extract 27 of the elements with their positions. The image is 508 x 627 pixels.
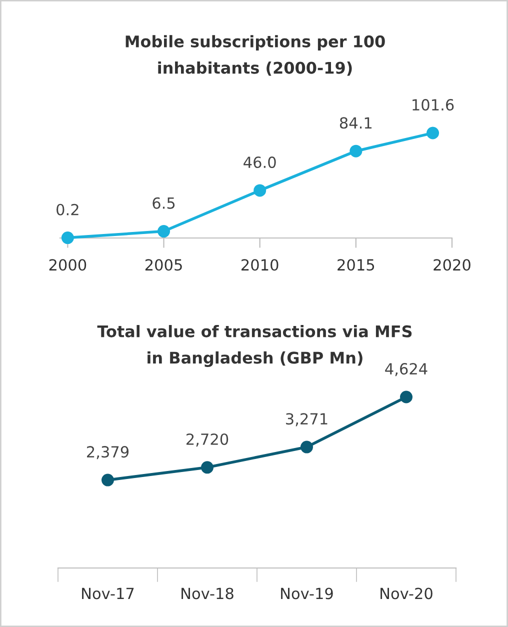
data-label: 6.5	[152, 197, 175, 209]
data-label: 2,720	[186, 433, 228, 447]
data-label: 3,271	[286, 413, 328, 426]
data-label: 101.6	[412, 99, 454, 111]
point	[158, 225, 170, 238]
point	[61, 232, 74, 244]
point	[300, 440, 313, 454]
x-tick-label: Nov-20	[380, 588, 432, 600]
point	[254, 184, 266, 197]
chart-title: Mobile subscriptions per 100 inhabitants (2000-19)	[126, 35, 385, 76]
x-tick-label: 2000	[49, 259, 86, 271]
data-label: 0.2	[56, 204, 78, 216]
data-label: 46.0	[244, 156, 276, 168]
data-label: 2,379	[87, 446, 129, 460]
x-tick-label: Nov-17	[82, 588, 134, 600]
x-tick-label: Nov-18	[182, 588, 234, 600]
x-tick-label: 2020	[434, 259, 470, 271]
point	[350, 144, 362, 158]
x-tick-label: 2015	[338, 259, 374, 271]
x-tick-label: 2005	[145, 259, 182, 271]
x-tick-label: 2010	[242, 259, 278, 271]
point	[426, 126, 440, 140]
x-tick-label: Nov-19	[281, 588, 333, 600]
data-label: 84.1	[340, 117, 372, 129]
point	[201, 461, 214, 474]
point	[400, 390, 412, 404]
point	[102, 474, 114, 486]
